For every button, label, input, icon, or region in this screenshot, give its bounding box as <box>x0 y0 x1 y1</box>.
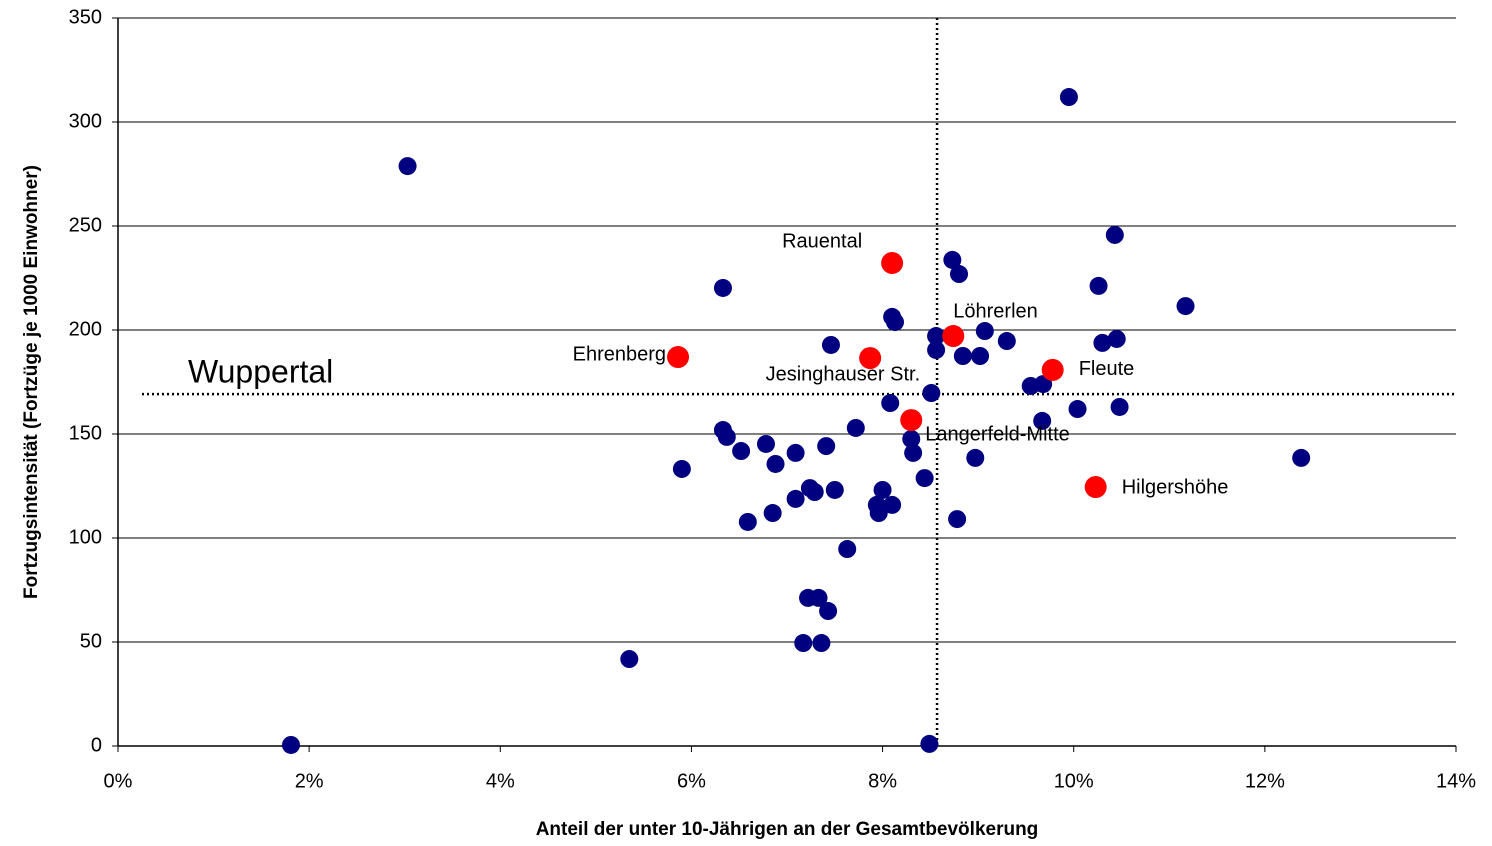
point <box>1105 225 1124 244</box>
point <box>922 384 941 403</box>
point <box>1292 448 1311 467</box>
x-tick-label: 14% <box>1436 770 1476 792</box>
point <box>1093 333 1112 352</box>
point <box>672 459 691 478</box>
point <box>1059 88 1078 107</box>
point <box>873 480 892 499</box>
point <box>859 347 882 370</box>
point <box>756 434 775 453</box>
point <box>817 437 836 456</box>
y-tick-label: 350 <box>69 6 102 28</box>
point <box>794 634 813 653</box>
y-tick-label: 300 <box>69 110 102 132</box>
point <box>927 327 946 346</box>
point <box>838 540 857 559</box>
point <box>732 442 751 461</box>
x-tick-label: 0% <box>104 770 133 792</box>
y-tick-label: 0 <box>91 734 102 756</box>
x-tick-label: 6% <box>677 770 706 792</box>
point <box>713 278 732 297</box>
point <box>717 427 736 446</box>
point <box>1176 297 1195 316</box>
point <box>1033 411 1052 430</box>
x-tick-label: 8% <box>868 770 897 792</box>
y-tick-label: 100 <box>69 526 102 548</box>
point <box>943 250 962 269</box>
point <box>809 588 828 607</box>
y-tick-label: 250 <box>69 214 102 236</box>
point <box>885 313 904 332</box>
point <box>997 332 1016 351</box>
point <box>1107 329 1126 348</box>
x-tick-label: 12% <box>1245 770 1285 792</box>
x-tick-label: 10% <box>1054 770 1094 792</box>
point <box>900 409 923 432</box>
point <box>805 483 824 502</box>
point-label: Rauental <box>782 230 862 252</box>
y-tick-label: 50 <box>80 630 102 652</box>
point <box>869 504 888 523</box>
point <box>620 650 639 669</box>
point <box>738 512 757 531</box>
point <box>667 346 690 369</box>
point <box>904 443 923 462</box>
point <box>821 335 840 354</box>
x-tick-label: 4% <box>486 770 515 792</box>
point <box>920 734 939 753</box>
point <box>1041 358 1064 381</box>
y-axis-title: Fortzugsintensität (Fortzüge je 1000 Ein… <box>21 165 42 599</box>
point-label: Hilgershöhe <box>1122 476 1229 498</box>
reference-label: Wuppertal <box>188 354 333 390</box>
x-axis-title: Anteil der unter 10-Jährigen an der Gesa… <box>536 819 1039 840</box>
point <box>819 602 838 621</box>
point <box>902 429 921 448</box>
point <box>881 252 904 275</box>
point <box>1110 397 1129 416</box>
point-label: Ehrenberg <box>573 343 666 365</box>
point <box>942 325 965 348</box>
point <box>786 443 805 462</box>
point <box>1068 400 1087 419</box>
point-label: Löhrerlen <box>953 300 1038 322</box>
y-tick-label: 150 <box>69 422 102 444</box>
point-label: Fleute <box>1079 358 1135 380</box>
point-label: Langerfeld-Mitte <box>925 423 1070 445</box>
point <box>281 735 300 754</box>
point <box>786 489 805 508</box>
point <box>1084 476 1107 499</box>
point-label: Jesinghauser Str. <box>766 363 921 385</box>
point <box>812 634 831 653</box>
point <box>966 448 985 467</box>
point <box>915 469 934 488</box>
point <box>975 322 994 341</box>
x-tick-label: 2% <box>295 770 324 792</box>
y-tick-label: 200 <box>69 318 102 340</box>
point <box>950 265 969 284</box>
point <box>971 347 990 365</box>
point <box>953 347 972 365</box>
point <box>883 495 902 514</box>
point <box>948 510 967 529</box>
point <box>846 418 865 437</box>
point <box>927 340 946 359</box>
point <box>398 157 417 176</box>
point <box>766 454 785 473</box>
point <box>825 480 844 499</box>
point <box>881 394 900 413</box>
point <box>1089 276 1108 295</box>
point <box>763 504 782 523</box>
